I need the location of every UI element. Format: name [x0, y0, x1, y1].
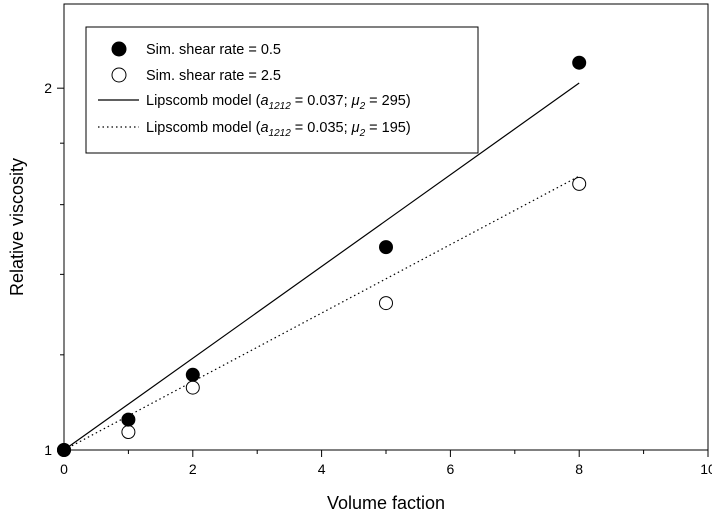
legend-1-a-value: = 0.037; [291, 93, 352, 109]
point-shear-2-5 [121, 425, 136, 440]
legend-box [85, 26, 479, 154]
x-tick-label: 0 [60, 461, 68, 477]
x-axis-ticks: 0 2 4 6 8 10 [60, 450, 712, 477]
legend-2-mu-symbol: μ [351, 120, 360, 136]
legend-1-a-subscript: 1212 [269, 101, 292, 112]
legend-2-a-symbol: a [260, 120, 268, 136]
model-lines [63, 82, 580, 451]
lipscomb-line-dotted [63, 175, 580, 451]
x-tick-label: 4 [318, 461, 326, 477]
legend: Sim. shear rate = 0.5 Sim. shear rate = … [85, 26, 479, 154]
y-tick-label: 1 [44, 442, 52, 458]
point-shear-0-5 [572, 55, 587, 70]
legend-2-prefix: Lipscomb model ( [146, 120, 261, 136]
legend-1-mu-subscript: 2 [359, 101, 366, 112]
point-shear-2-5 [379, 296, 393, 311]
y-tick-label: 2 [44, 80, 52, 96]
point-shear-2-5 [185, 380, 200, 395]
point-shear-2-5 [572, 176, 587, 191]
legend-2-mu-value: = 195) [365, 120, 411, 136]
x-tick-label: 10 [700, 461, 712, 477]
legend-marker-open [111, 67, 127, 83]
x-tick-label: 6 [447, 461, 455, 477]
data-points [57, 55, 587, 457]
point-shear-0-5 [185, 367, 200, 382]
x-tick-label: 8 [575, 461, 583, 477]
legend-1-a-symbol: a [260, 93, 268, 109]
point-shear-0-5 [379, 240, 393, 255]
legend-2-a-value: = 0.035; [291, 120, 352, 136]
legend-marker-filled [111, 41, 127, 57]
legend-2-a-subscript: 1212 [269, 128, 292, 139]
legend-1-mu-value: = 295) [365, 93, 411, 109]
y-axis-ticks: 12 [44, 80, 64, 458]
legend-entry-lipscomb-2: Lipscomb model (a1212 = 0.035; μ2 = 195) [146, 120, 411, 139]
point-shear-0-5 [121, 412, 136, 427]
point-shear-0-5 [57, 443, 71, 457]
legend-1-prefix: Lipscomb model ( [146, 93, 261, 109]
legend-2-mu-subscript: 2 [359, 128, 366, 139]
lipscomb-line-solid [63, 82, 580, 451]
y-axis-label: Relative viscosity [7, 158, 27, 296]
legend-entry-lipscomb-1: Lipscomb model (a1212 = 0.037; μ2 = 295) [146, 93, 411, 112]
legend-1-mu-symbol: μ [351, 93, 360, 109]
legend-entry-shear-2-5: Sim. shear rate = 2.5 [146, 68, 281, 84]
x-tick-label: 2 [189, 461, 197, 477]
x-axis-label: Volume faction [327, 493, 445, 513]
legend-entry-shear-0-5: Sim. shear rate = 0.5 [146, 42, 281, 58]
